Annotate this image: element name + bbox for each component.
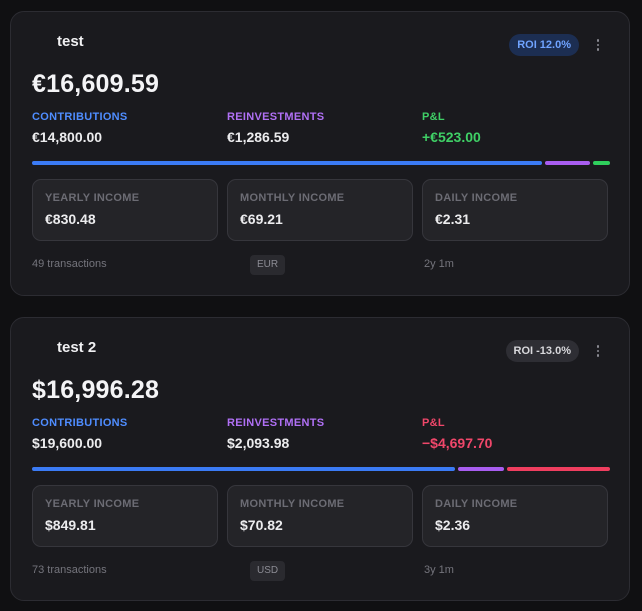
pnl-value: +€523.00 bbox=[422, 129, 481, 145]
daily-income-box: DAILY INCOME €2.31 bbox=[422, 179, 608, 241]
monthly-income-box: MONTHLY INCOME $70.82 bbox=[227, 485, 413, 547]
portfolio-duration: 3y 1m bbox=[424, 564, 454, 576]
currency-badge: USD bbox=[250, 561, 286, 581]
reinvestments-stat: REINVESTMENTS $2,093.98 bbox=[227, 417, 324, 451]
yearly-income-box: YEARLY INCOME $849.81 bbox=[32, 485, 218, 547]
contributions-label: CONTRIBUTIONS bbox=[32, 417, 128, 429]
roi-badge: ROI -13.0% bbox=[505, 340, 579, 362]
reinvestments-label: REINVESTMENTS bbox=[227, 111, 325, 123]
pnl-value: −$4,697.70 bbox=[422, 435, 493, 451]
pnl-segment bbox=[592, 161, 610, 165]
yearly-income-value: $849.81 bbox=[45, 517, 96, 533]
allocation-bar bbox=[32, 467, 610, 471]
reinvestments-stat: REINVESTMENTS €1,286.59 bbox=[227, 111, 324, 145]
transaction-count: 73 transactions bbox=[32, 564, 107, 576]
portfolio-card[interactable]: test 2 ROI -13.0% $16,996.28 CONTRIBUTIO… bbox=[10, 317, 630, 601]
portfolio-duration: 2y 1m bbox=[424, 258, 454, 270]
daily-income-label: DAILY INCOME bbox=[435, 498, 518, 510]
yearly-income-label: YEARLY INCOME bbox=[45, 498, 140, 510]
monthly-income-box: MONTHLY INCOME €69.21 bbox=[227, 179, 413, 241]
reinvestments-value: $2,093.98 bbox=[227, 435, 290, 451]
contributions-stat: CONTRIBUTIONS $19,600.00 bbox=[32, 417, 128, 451]
yearly-income-label: YEARLY INCOME bbox=[45, 192, 140, 204]
monthly-income-value: €69.21 bbox=[240, 211, 283, 227]
pnl-label: P&L bbox=[422, 111, 445, 123]
contributions-value: €14,800.00 bbox=[32, 129, 103, 145]
reinvestments-segment bbox=[545, 161, 590, 165]
daily-income-box: DAILY INCOME $2.36 bbox=[422, 485, 608, 547]
contributions-label: CONTRIBUTIONS bbox=[32, 111, 128, 123]
portfolio-name: test 2 bbox=[57, 339, 97, 356]
reinvestments-segment bbox=[458, 467, 505, 471]
contributions-segment bbox=[32, 161, 543, 165]
portfolio-total: $16,996.28 bbox=[32, 376, 160, 404]
daily-income-value: €2.31 bbox=[435, 211, 471, 227]
transaction-count: 49 transactions bbox=[32, 258, 107, 270]
allocation-bar bbox=[32, 161, 610, 165]
roi-badge: ROI 12.0% bbox=[509, 34, 579, 56]
currency-badge: EUR bbox=[250, 255, 286, 275]
portfolio-total: €16,609.59 bbox=[32, 70, 160, 98]
portfolio-name: test bbox=[57, 33, 84, 50]
pnl-stat: P&L −$4,697.70 bbox=[422, 417, 492, 451]
contributions-stat: CONTRIBUTIONS €14,800.00 bbox=[32, 111, 128, 145]
portfolio-card[interactable]: test ROI 12.0% €16,609.59 CONTRIBUTIONS … bbox=[10, 11, 630, 296]
reinvestments-label: REINVESTMENTS bbox=[227, 417, 325, 429]
contributions-value: $19,600.00 bbox=[32, 435, 103, 451]
pnl-stat: P&L +€523.00 bbox=[422, 111, 481, 145]
daily-income-value: $2.36 bbox=[435, 517, 471, 533]
pnl-segment bbox=[507, 467, 610, 471]
reinvestments-value: €1,286.59 bbox=[227, 129, 290, 145]
daily-income-label: DAILY INCOME bbox=[435, 192, 518, 204]
pnl-label: P&L bbox=[422, 417, 445, 429]
monthly-income-label: MONTHLY INCOME bbox=[240, 192, 345, 204]
contributions-segment bbox=[32, 467, 456, 471]
vertical-ellipsis-icon[interactable] bbox=[593, 34, 603, 56]
vertical-ellipsis-icon[interactable] bbox=[593, 340, 603, 362]
monthly-income-value: $70.82 bbox=[240, 517, 283, 533]
yearly-income-box: YEARLY INCOME €830.48 bbox=[32, 179, 218, 241]
yearly-income-value: €830.48 bbox=[45, 211, 96, 227]
monthly-income-label: MONTHLY INCOME bbox=[240, 498, 345, 510]
